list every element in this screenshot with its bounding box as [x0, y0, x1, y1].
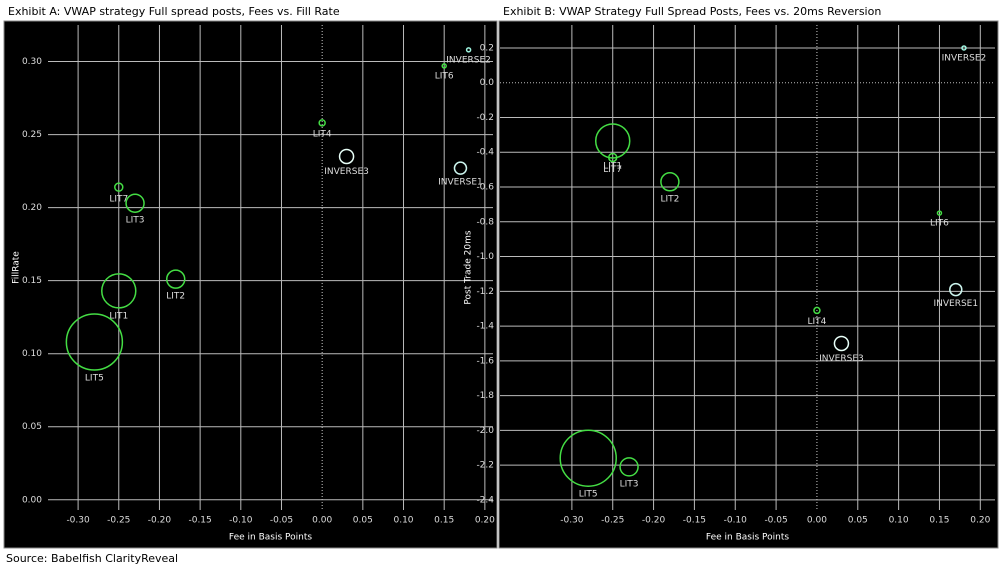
- point-label: INVERSE2: [942, 53, 987, 63]
- x-tick-label: -0.25: [107, 516, 130, 526]
- x-tick-label: 0.20: [475, 516, 495, 526]
- point-label: INVERSE2: [446, 55, 491, 65]
- source: Source: Babelfish ClarityReveal: [6, 552, 178, 565]
- x-tick-label: 0.05: [848, 516, 868, 526]
- point-label: INVERSE3: [324, 167, 369, 177]
- x-tick-label: 0.20: [970, 516, 990, 526]
- x-tick-label: -0.25: [601, 516, 624, 526]
- bubble: [961, 45, 967, 51]
- bubble: [441, 63, 447, 69]
- point-label: LIT6: [930, 219, 949, 229]
- point-label: INVERSE1: [933, 299, 978, 309]
- y-axis-label: Post Trade 20ms: [464, 230, 474, 304]
- point-label: LIT3: [126, 216, 145, 226]
- y-tick-label: 0.25: [22, 130, 42, 140]
- y-tick-label: 0.30: [22, 57, 42, 67]
- x-tick-label: 0.00: [807, 516, 827, 526]
- bubble: [318, 119, 326, 127]
- x-tick-label: -0.20: [642, 516, 666, 526]
- y-tick-label: 0.2: [480, 43, 494, 53]
- y-tick-label: -1.8: [476, 391, 494, 401]
- y-tick-label: -2.2: [476, 461, 494, 471]
- y-tick-label: -1.6: [476, 356, 494, 366]
- bubble: [607, 152, 618, 163]
- x-tick-label: 0.15: [929, 516, 949, 526]
- bubble: [660, 172, 680, 192]
- point-label: LIT6: [435, 71, 454, 81]
- x-tick-label: -0.20: [148, 516, 172, 526]
- y-tick-label: -0.2: [476, 113, 494, 123]
- y-tick-label: 0.0: [480, 78, 495, 88]
- y-tick-label: 0.00: [22, 495, 42, 505]
- point-label: LIT4: [313, 129, 332, 139]
- y-tick-label: 0.10: [22, 349, 42, 359]
- x-tick-label: -0.10: [724, 516, 748, 526]
- x-tick-label: -0.05: [764, 516, 787, 526]
- point-label: LIT5: [85, 374, 104, 384]
- point-label: LIT5: [579, 490, 598, 500]
- x-axis-label: Fee in Basis Points: [229, 533, 312, 543]
- x-tick-label: -0.15: [683, 516, 706, 526]
- point-label: LIT2: [166, 292, 185, 302]
- bubble: [813, 306, 821, 315]
- point-label: LIT1: [109, 311, 128, 321]
- panel-a: [3, 20, 498, 549]
- x-tick-label: -0.05: [270, 516, 293, 526]
- bubble: [114, 182, 124, 192]
- y-tick-label: -0.8: [476, 217, 494, 227]
- chart-title: Exhibit A: VWAP strategy Full spread pos…: [8, 5, 340, 18]
- bubble: [594, 123, 631, 159]
- bubble: [559, 429, 617, 487]
- bubble: [949, 282, 963, 297]
- point-label: LIT2: [660, 194, 679, 204]
- y-tick-label: 0.05: [22, 422, 42, 432]
- panel-b: [498, 20, 999, 549]
- y-tick-label: -1.0: [476, 252, 494, 262]
- y-tick-label: -1.4: [476, 322, 494, 332]
- bubble: [65, 313, 124, 371]
- y-axis-label: FillRate: [12, 251, 22, 284]
- y-tick-label: 0.15: [22, 276, 42, 286]
- x-tick-label: -0.30: [560, 516, 584, 526]
- y-tick-label: -0.6: [476, 183, 494, 193]
- point-label: LIT7: [603, 165, 622, 175]
- bubble: [125, 193, 145, 213]
- y-tick-label: -2.4: [476, 495, 494, 505]
- x-tick-label: -0.15: [188, 516, 211, 526]
- x-axis-label: Fee in Basis Points: [706, 533, 789, 543]
- bubble: [833, 335, 850, 352]
- y-tick-label: -1.2: [476, 287, 494, 297]
- bubble: [465, 47, 472, 53]
- point-label: INVERSE1: [438, 178, 483, 188]
- y-tick-label: 0.20: [22, 203, 42, 213]
- point-label: LIT7: [109, 195, 128, 205]
- chart-title: Exhibit B: VWAP Strategy Full Spread Pos…: [503, 5, 881, 18]
- bubble: [101, 273, 137, 309]
- point-label: LIT1: [603, 161, 622, 171]
- x-tick-label: 0.10: [393, 516, 413, 526]
- x-tick-label: 0.00: [312, 516, 332, 526]
- y-tick-label: -0.4: [476, 148, 494, 158]
- x-tick-label: 0.10: [889, 516, 909, 526]
- point-label: LIT4: [807, 317, 826, 327]
- point-label: LIT3: [620, 479, 639, 489]
- x-tick-label: 0.05: [353, 516, 373, 526]
- x-tick-label: 0.15: [434, 516, 454, 526]
- bubble: [453, 161, 468, 175]
- bubble: [619, 457, 639, 477]
- bubble: [165, 269, 186, 289]
- bubble: [936, 210, 943, 216]
- point-label: INVERSE3: [819, 354, 864, 364]
- x-tick-label: -0.10: [229, 516, 253, 526]
- y-tick-label: -2.0: [476, 426, 494, 436]
- x-tick-label: -0.30: [66, 516, 90, 526]
- bubble: [338, 148, 355, 165]
